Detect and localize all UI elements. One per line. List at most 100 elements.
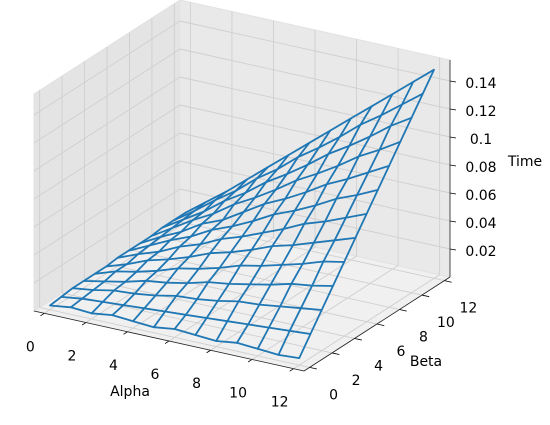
y-tick-label: 10	[437, 315, 455, 331]
wire-column-segment	[194, 317, 208, 336]
wire-column-segment	[150, 226, 164, 238]
wire-column-segment	[239, 248, 253, 267]
wire-column-segment	[113, 280, 127, 292]
wire-column-segment	[49, 295, 63, 307]
wire-column-segment	[212, 199, 226, 215]
x-tick	[289, 368, 294, 372]
wire-column-segment	[273, 197, 287, 216]
wire-column-segment	[228, 264, 242, 285]
wire-column-segment	[410, 92, 424, 119]
wire-column-segment	[354, 212, 368, 239]
wire-column-segment	[244, 177, 258, 194]
wire-column-segment	[126, 253, 140, 266]
wire-column-segment	[101, 289, 115, 303]
wire-column-segment	[356, 171, 370, 196]
wire-column-segment	[380, 93, 394, 117]
wire-column-segment	[292, 222, 306, 246]
wire-column-segment	[256, 326, 270, 350]
wire-column-segment	[346, 155, 360, 180]
y-tick-label: 0	[329, 387, 338, 403]
x-tick-label: 2	[67, 349, 76, 365]
z-tick	[449, 164, 457, 167]
wire-column-segment	[268, 305, 282, 329]
x-tick-label: 12	[271, 395, 289, 411]
wire-column-segment	[175, 282, 189, 297]
wire-column-segment	[290, 263, 304, 285]
x-axis-line	[33, 310, 305, 372]
grid-line	[33, 76, 181, 172]
wire-column-segment	[335, 178, 349, 200]
wire-column-segment	[265, 168, 279, 183]
y-tick	[376, 323, 385, 327]
wire-column-segment	[255, 166, 269, 180]
wire-column-segment	[152, 310, 166, 329]
wire-column-segment	[288, 307, 302, 332]
wire-column-segment	[196, 281, 210, 301]
wire-column-segment	[135, 259, 149, 273]
wire-column-segment	[229, 235, 243, 254]
wire-column-segment	[69, 297, 83, 309]
wire-column-segment	[209, 238, 223, 255]
wire-column-segment	[376, 164, 390, 191]
wire-column-segment	[218, 251, 232, 269]
grid-line	[33, 160, 181, 256]
x-tick	[123, 331, 128, 335]
wire-column-segment	[388, 140, 402, 167]
grid-line	[106, 263, 378, 325]
wire-column-segment	[167, 245, 181, 261]
y-tick-label: 8	[419, 330, 428, 346]
wire-column-segment	[237, 283, 251, 303]
wire-column-segment	[188, 243, 202, 258]
z-tick	[449, 136, 457, 139]
z-tick	[449, 192, 457, 195]
wire-column-segment	[300, 284, 314, 310]
wire-column-segment	[103, 270, 117, 283]
wire-column-segment	[316, 153, 330, 175]
wire-column-segment	[309, 309, 323, 335]
z-tick-label: 0.12	[465, 104, 496, 120]
wire-column-segment	[199, 229, 213, 246]
z-tick-label: 0.02	[465, 244, 496, 260]
wire-column-segment	[322, 239, 336, 263]
y-tick-label: 2	[352, 373, 361, 389]
wire-column-segment	[305, 172, 319, 194]
wire-column-segment	[333, 216, 347, 242]
wire-column-segment	[276, 154, 290, 171]
wire-column-segment	[279, 282, 293, 308]
wire-column-segment	[344, 194, 358, 219]
z-axis-label: Time	[507, 154, 542, 170]
wire-column-segment	[220, 225, 234, 240]
wire-column-segment	[247, 303, 261, 326]
wire-column-segment	[233, 191, 247, 206]
wire-column-segment	[242, 196, 256, 213]
wire-column-segment	[343, 237, 357, 263]
x-tick	[81, 322, 87, 326]
wire-column-segment	[172, 212, 186, 222]
wire-column-segment	[71, 280, 85, 290]
wire-column-segment	[90, 300, 104, 315]
wire-column-segment	[301, 241, 315, 265]
wire-column-segment	[318, 129, 332, 149]
y-tick	[309, 366, 317, 370]
y-tick-label: 12	[459, 301, 477, 317]
wire-column-segment	[369, 114, 383, 138]
wire-column-segment	[421, 68, 435, 95]
wire-column-segment	[274, 173, 288, 191]
z-tick	[449, 80, 457, 83]
wire-column-segment	[170, 218, 184, 230]
wire-column-segment	[277, 329, 291, 356]
wire-column-segment	[158, 239, 172, 253]
wire-column-segment	[252, 203, 266, 222]
wire-column-segment	[182, 210, 196, 221]
wire-column-segment	[234, 178, 248, 192]
wire-column-segment	[298, 333, 312, 359]
wire-column-segment	[271, 228, 285, 247]
wire-column-segment	[359, 105, 373, 126]
wire-column-segment	[269, 264, 283, 286]
wire-column-segment	[148, 235, 162, 247]
wire-column-segment	[215, 320, 229, 342]
y-tick	[331, 352, 340, 355]
wire-column-segment	[132, 307, 146, 323]
wire-column-segment	[122, 292, 136, 307]
wire-column-segment	[214, 190, 228, 202]
